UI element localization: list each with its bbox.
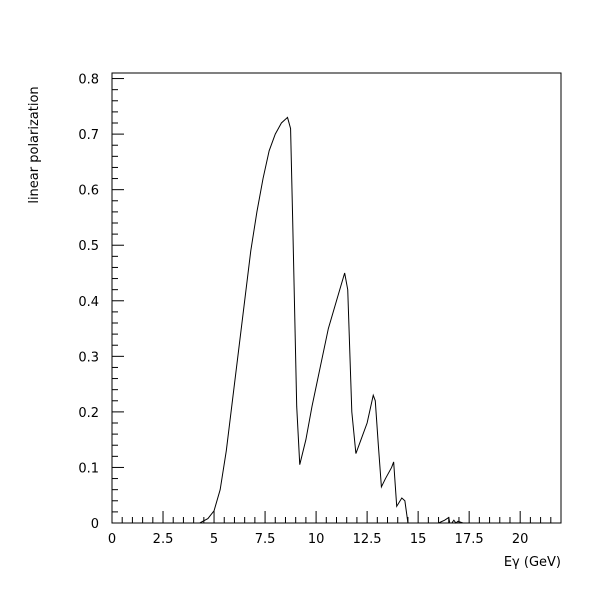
x-tick-label: 0 <box>108 532 116 547</box>
y-tick-label: 0.2 <box>78 406 99 421</box>
y-axis-tick-labels: 0 0.1 0.2 0.3 0.4 0.5 0.6 0.7 0.8 <box>78 73 99 532</box>
x-axis-label: Eγ (GeV) <box>504 555 561 570</box>
x-tick-label: 7.5 <box>255 532 276 547</box>
y-tick-label: 0.3 <box>78 350 99 365</box>
x-tick-label: 12.5 <box>353 532 382 547</box>
y-tick-label: 0 <box>91 517 99 532</box>
plot-frame <box>111 72 562 524</box>
y-tick-label: 0.8 <box>78 73 99 88</box>
y-tick-label: 0.6 <box>78 184 99 199</box>
y-tick-label: 0.7 <box>78 128 99 143</box>
y-tick-label: 0.4 <box>78 295 99 310</box>
x-tick-label: 2.5 <box>153 532 174 547</box>
polarization-series-line <box>191 116 561 524</box>
y-tick-label: 0.5 <box>78 239 99 254</box>
x-axis-tick-labels: 0 2.5 5 7.5 10 12.5 15 17.5 20 <box>108 532 529 547</box>
y-tick-label: 0.1 <box>78 461 99 476</box>
x-tick-label: 15 <box>410 532 427 547</box>
x-tick-label: 10 <box>308 532 325 547</box>
y-axis-label: linear polarization <box>27 86 42 203</box>
y-axis-ticks <box>112 78 124 524</box>
x-tick-label: 20 <box>512 532 529 547</box>
x-tick-label: 5 <box>210 532 218 547</box>
x-tick-label: 17.5 <box>455 532 484 547</box>
x-axis-ticks <box>111 511 562 523</box>
